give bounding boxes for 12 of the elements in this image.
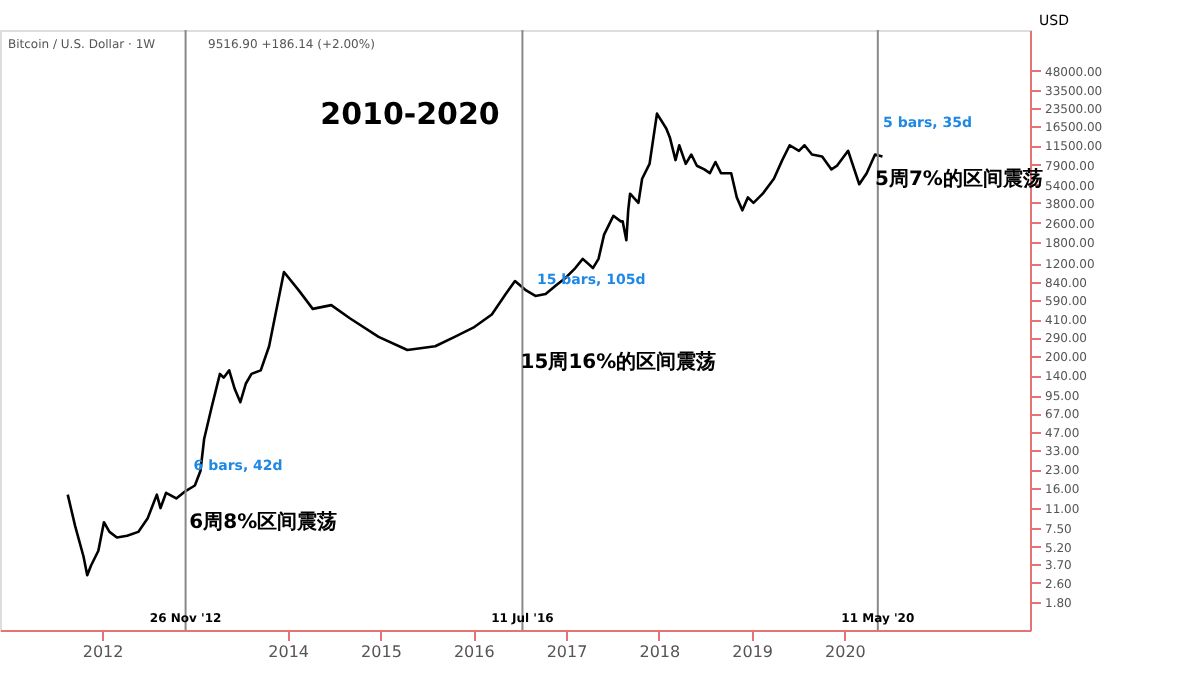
x-tick-label: 2017 <box>546 643 588 661</box>
x-tick-label: 2012 <box>82 643 124 661</box>
x-tick-label: 2018 <box>639 643 681 661</box>
x-tick-label: 2019 <box>732 643 773 661</box>
x-tick-label: 2015 <box>361 643 402 661</box>
annotation: 6周8%区间震荡 <box>189 510 338 535</box>
x-tick-label: 2014 <box>268 643 310 661</box>
x-tick-label: 2016 <box>453 643 495 661</box>
x-tick-label: 2020 <box>825 643 866 661</box>
annotation: 15周16%的区间震荡 <box>520 349 717 374</box>
annotation: 5周7%的区间震荡 <box>875 166 1043 191</box>
text: 2010-2020 <box>320 96 500 132</box>
